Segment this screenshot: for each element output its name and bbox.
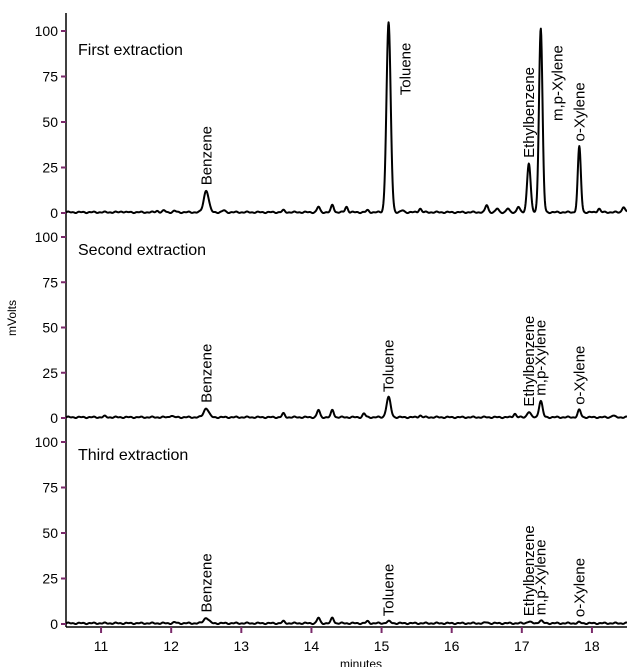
x-axis-title: minutes bbox=[340, 657, 382, 667]
peak-label: o-Xylene bbox=[571, 558, 588, 617]
x-tick-label: 16 bbox=[444, 638, 460, 654]
y-tick-label: 25 bbox=[42, 365, 58, 381]
x-tick-label: 11 bbox=[94, 638, 109, 654]
y-tick-label: 75 bbox=[42, 69, 58, 85]
peak-label: o-Xylene bbox=[571, 82, 588, 141]
peak-label: Benzene bbox=[198, 553, 215, 612]
y-tick-label: 25 bbox=[42, 571, 58, 587]
panel-title: Second extraction bbox=[78, 242, 206, 259]
x-tick-label: 14 bbox=[304, 638, 320, 654]
panel-3: 0 25 50 75 100 Third extraction Benzene Toluene… bbox=[35, 434, 627, 632]
peak-label: Ethylbenzene bbox=[521, 525, 538, 616]
y-axis-title: mVolts bbox=[5, 300, 19, 336]
peak-label: Benzene bbox=[198, 126, 215, 185]
chart-panels: 0 25 50 75 100 First extraction Benzene Toluene… bbox=[35, 21, 627, 632]
peak-label: m,p-Xylene bbox=[533, 539, 550, 615]
chromatogram-trace bbox=[65, 21, 627, 215]
x-axis: 11 12 13 14 15 16 17 18 bbox=[94, 627, 600, 654]
x-tick-label: 17 bbox=[514, 638, 530, 654]
peak-label: o-Xylene bbox=[571, 346, 588, 405]
y-tick-label: 100 bbox=[35, 434, 59, 450]
peak-label: Toluene bbox=[381, 564, 398, 617]
chromatogram-trace bbox=[65, 616, 627, 626]
y-tick-label: 75 bbox=[42, 480, 58, 496]
peak-label: Benzene bbox=[198, 344, 215, 403]
y-tick-label: 0 bbox=[50, 410, 58, 426]
peak-label: Ethylbenzene bbox=[521, 316, 538, 407]
y-tick-label: 0 bbox=[50, 205, 58, 221]
chromatogram-trace bbox=[65, 395, 627, 420]
x-tick-label: 13 bbox=[234, 638, 250, 654]
x-tick-label: 15 bbox=[374, 638, 390, 654]
chart-frame bbox=[65, 13, 627, 628]
peak-label: Ethylbenzene bbox=[521, 67, 538, 158]
panel-title: First extraction bbox=[78, 42, 183, 59]
y-tick-label: 50 bbox=[42, 320, 58, 336]
y-tick-label: 50 bbox=[42, 525, 58, 541]
y-tick-label: 50 bbox=[42, 114, 58, 130]
peak-label: m,p-Xylene bbox=[533, 320, 550, 396]
peak-label: m,p-Xylene bbox=[550, 45, 567, 121]
panel-2: 0 25 50 75 100 Second extraction Benzene Toluen… bbox=[35, 229, 627, 426]
peak-label: Toluene bbox=[381, 340, 398, 393]
x-tick-label: 18 bbox=[584, 638, 600, 654]
y-tick-label: 75 bbox=[42, 274, 58, 290]
panel-title: Third extraction bbox=[78, 447, 188, 464]
y-tick-label: 25 bbox=[42, 160, 58, 176]
x-tick-label: 12 bbox=[163, 638, 179, 654]
y-tick-label: 100 bbox=[35, 229, 59, 245]
peak-label: Toluene bbox=[398, 43, 415, 96]
panel-1: 0 25 50 75 100 First extraction Benzene Toluene… bbox=[35, 21, 627, 221]
y-tick-label: 0 bbox=[50, 616, 58, 632]
y-tick-label: 100 bbox=[35, 23, 59, 39]
